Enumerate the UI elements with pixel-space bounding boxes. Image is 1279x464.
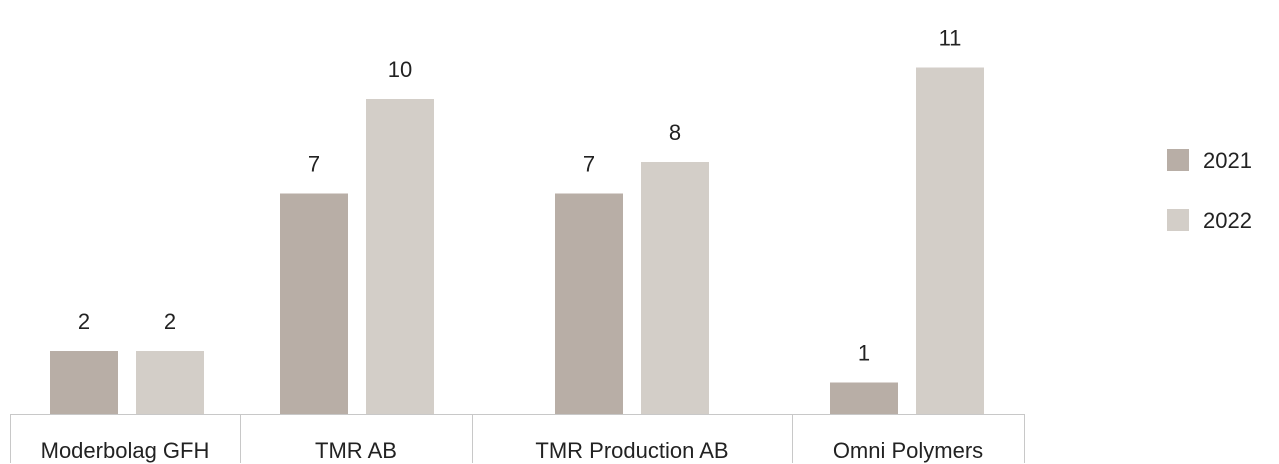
data-label-2022-3: 11 [939,26,962,51]
legend-label-2021: 2021 [1203,148,1252,173]
legend-swatch-2021 [1167,149,1189,171]
bar-2021-1 [280,193,348,414]
category-axis: Moderbolag GFH TMR AB TMR Production AB Omn… [10,414,1025,463]
legend: 2021 2022 [1167,148,1252,233]
bar-2021-0 [50,351,118,414]
bar-2022-0 [136,351,204,414]
bar-2022-2 [641,162,709,414]
bar-2022-1 [366,99,434,414]
category-label-2: TMR Production AB [535,438,728,463]
bar-2021-2 [555,193,623,414]
data-label-2021-2: 7 [583,152,595,177]
data-label-2022-0: 2 [164,309,176,334]
bar-2022-3 [916,67,984,414]
bar-2021-3 [830,382,898,414]
data-label-2022-1: 10 [388,57,412,82]
data-label-2021-3: 1 [858,341,870,366]
legend-swatch-2022 [1167,209,1189,231]
data-label-2021-0: 2 [78,309,90,334]
data-label-2021-1: 7 [308,152,320,177]
legend-label-2022: 2022 [1203,208,1252,233]
category-label-0: Moderbolag GFH [41,438,210,463]
data-label-2022-2: 8 [669,120,681,145]
bars-layer [50,67,984,414]
category-label-1: TMR AB [315,438,397,463]
category-label-3: Omni Polymers [833,438,983,463]
